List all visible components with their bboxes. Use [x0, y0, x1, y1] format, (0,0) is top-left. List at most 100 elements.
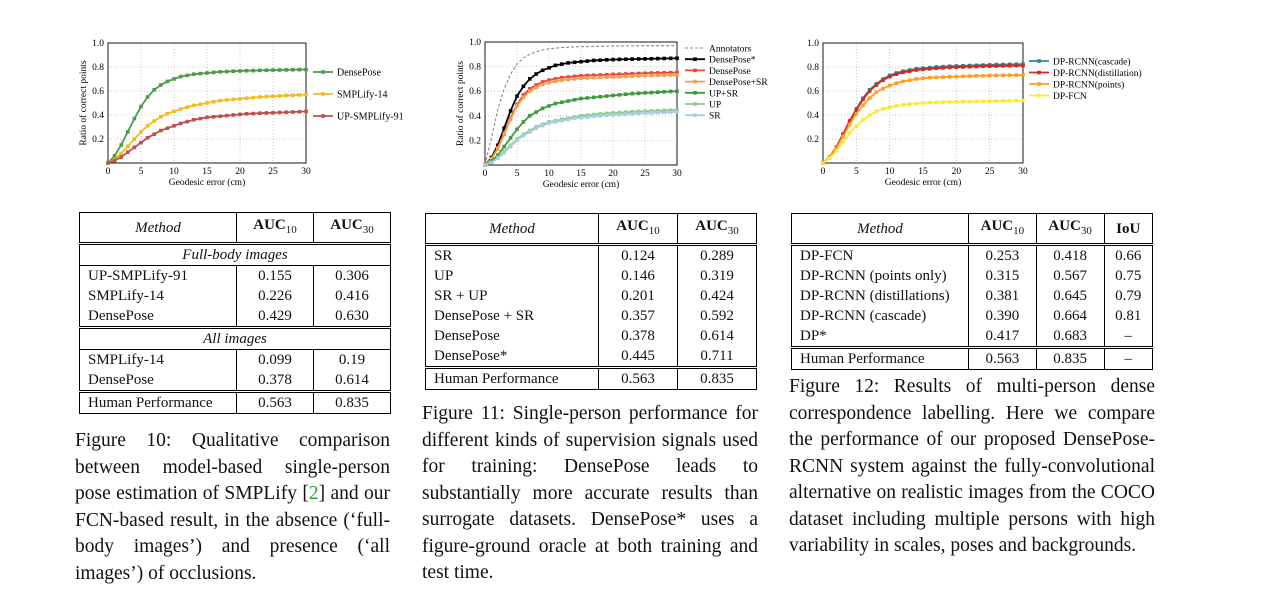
cell: 0.378	[598, 326, 678, 346]
x-axis-label: Geodesic error (cm)	[543, 179, 620, 190]
data-point	[1021, 63, 1025, 68]
data-point	[1007, 99, 1012, 103]
table-row: DensePose* 0.445 0.711	[425, 346, 757, 368]
cell: 0.416	[335, 288, 369, 304]
data-point	[867, 113, 872, 117]
section-title: All images	[203, 331, 267, 347]
data-point	[178, 121, 183, 126]
cell: 0.201	[598, 286, 678, 306]
cell: 0.711	[700, 348, 734, 364]
cell: 0.253	[968, 244, 1037, 266]
data-point	[508, 117, 513, 122]
data-point	[534, 72, 538, 76]
cell: DP-RCNN (distillations)	[791, 286, 969, 306]
data-point	[560, 100, 564, 105]
data-point	[534, 126, 538, 130]
cell: UP	[425, 266, 599, 286]
data-point	[611, 72, 615, 77]
data-point	[662, 73, 666, 78]
data-point	[205, 101, 209, 105]
series-line	[107, 93, 307, 164]
legend-label: DP-FCN	[1053, 92, 1087, 102]
data-point	[656, 90, 660, 94]
data-point	[611, 57, 615, 62]
data-point	[675, 56, 679, 61]
data-point	[1014, 98, 1019, 103]
data-point	[271, 110, 275, 115]
data-point	[553, 120, 558, 124]
data-point	[502, 144, 506, 149]
cell: 0.683	[1036, 326, 1105, 348]
data-point	[496, 147, 500, 151]
data-point	[662, 90, 666, 94]
table-figure-10: Method AUC10 AUC30 Full-body images UP-S…	[79, 212, 391, 414]
data-point	[617, 110, 622, 115]
data-point	[231, 113, 236, 117]
data-point	[231, 97, 236, 102]
cell: 0.445	[598, 346, 678, 368]
data-point	[636, 91, 641, 96]
data-point	[643, 57, 647, 61]
data-point	[244, 96, 249, 100]
data-point	[528, 77, 532, 81]
data-point	[489, 157, 494, 161]
data-point	[643, 91, 647, 95]
data-point	[994, 99, 999, 103]
citation-link[interactable]: 2	[308, 483, 319, 504]
cell: Human Performance	[425, 367, 599, 390]
data-point	[887, 83, 892, 88]
data-point	[994, 73, 999, 78]
data-point	[636, 71, 641, 76]
table-row: SR + UP 0.201 0.424	[425, 286, 757, 306]
cell: 0.664	[1036, 306, 1105, 326]
data-point	[630, 91, 634, 96]
table-row-human: Human Performance 0.563 0.835 –	[791, 347, 1153, 370]
data-point	[1014, 63, 1019, 68]
data-point	[132, 116, 137, 121]
data-point	[994, 64, 999, 68]
data-point	[624, 57, 628, 62]
data-point	[566, 75, 570, 79]
series-line	[484, 45, 677, 166]
data-point	[304, 109, 308, 114]
data-point	[624, 92, 628, 97]
data-point	[1007, 73, 1012, 78]
data-point	[159, 83, 163, 87]
data-point	[521, 120, 526, 124]
data-point	[205, 71, 209, 75]
cell: 0.835	[700, 371, 734, 387]
data-point	[981, 64, 985, 69]
x-tick-label: 20	[235, 167, 245, 177]
data-point	[656, 71, 660, 75]
data-point	[841, 140, 845, 145]
data-point	[617, 57, 622, 62]
data-point	[515, 104, 519, 108]
data-point	[887, 74, 892, 79]
data-point	[145, 136, 150, 140]
col-auc30: AUC30	[695, 218, 739, 237]
data-point	[579, 96, 583, 101]
data-point	[502, 126, 506, 130]
data-point	[611, 93, 615, 98]
data-point	[297, 109, 302, 114]
cell: DensePose	[79, 370, 237, 392]
data-point	[251, 95, 255, 100]
data-point	[585, 73, 590, 78]
y-tick-label: 1.0	[469, 38, 481, 48]
data-point	[211, 100, 216, 104]
data-point	[874, 90, 879, 94]
data-point	[934, 75, 939, 80]
data-point	[693, 68, 697, 73]
data-point	[668, 89, 673, 94]
y-tick-label: 1.0	[92, 39, 104, 49]
data-point	[489, 160, 494, 165]
data-point	[264, 68, 269, 73]
section-full-body: UP-SMPLify-91 0.155 0.306 SMPLify-14 0.226 0.…	[79, 265, 391, 328]
cell: 0.563	[968, 347, 1037, 370]
data-point	[508, 109, 513, 113]
data-point	[560, 62, 564, 66]
cell: 0.155	[236, 265, 314, 286]
data-point	[941, 75, 945, 79]
data-point	[572, 74, 577, 79]
data-point	[277, 68, 282, 72]
